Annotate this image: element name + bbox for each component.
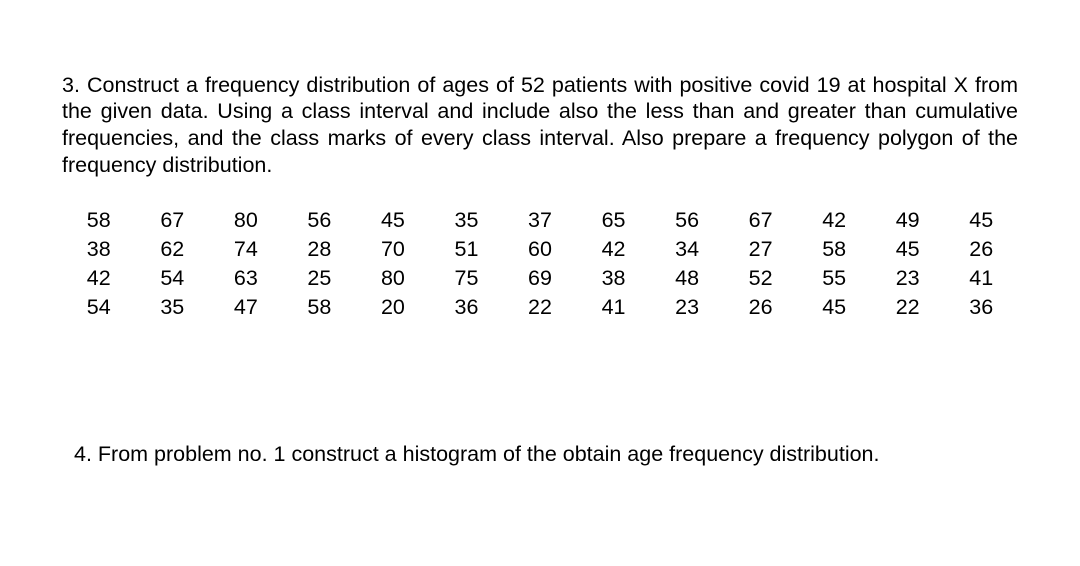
data-cell: 45: [797, 294, 871, 321]
data-cell: 62: [136, 236, 210, 263]
data-cell: 26: [944, 236, 1018, 263]
data-cell: 45: [944, 207, 1018, 234]
data-cell: 36: [944, 294, 1018, 321]
data-cell: 56: [650, 207, 724, 234]
data-cell: 52: [724, 265, 798, 292]
data-cell: 34: [650, 236, 724, 263]
data-cell: 26: [724, 294, 798, 321]
data-cell: 38: [577, 265, 651, 292]
data-cell: 45: [871, 236, 945, 263]
data-cell: 69: [503, 265, 577, 292]
data-cell: 37: [503, 207, 577, 234]
data-cell: 67: [136, 207, 210, 234]
data-cell: 20: [356, 294, 430, 321]
data-cell: 48: [650, 265, 724, 292]
data-cell: 42: [797, 207, 871, 234]
data-cell: 51: [430, 236, 504, 263]
data-cell: 22: [871, 294, 945, 321]
data-cell: 35: [136, 294, 210, 321]
data-cell: 58: [283, 294, 357, 321]
data-cell: 80: [356, 265, 430, 292]
data-cell: 28: [283, 236, 357, 263]
data-cell: 58: [62, 207, 136, 234]
data-cell: 41: [944, 265, 1018, 292]
data-table: 58 67 80 56 45 35 37 65 56 67 42 49 45 3…: [62, 207, 1018, 321]
data-cell: 54: [136, 265, 210, 292]
data-cell: 45: [356, 207, 430, 234]
data-cell: 55: [797, 265, 871, 292]
problem-4-text: 4. From problem no. 1 construct a histog…: [74, 441, 1018, 468]
data-cell: 58: [797, 236, 871, 263]
problem-3-text: 3. Construct a frequency distribution of…: [62, 72, 1018, 180]
data-cell: 38: [62, 236, 136, 263]
data-cell: 56: [283, 207, 357, 234]
data-cell: 70: [356, 236, 430, 263]
data-cell: 42: [577, 236, 651, 263]
data-cell: 75: [430, 265, 504, 292]
data-cell: 67: [724, 207, 798, 234]
data-cell: 35: [430, 207, 504, 234]
data-cell: 36: [430, 294, 504, 321]
data-cell: 25: [283, 265, 357, 292]
page: 3. Construct a frequency distribution of…: [0, 0, 1080, 467]
data-cell: 49: [871, 207, 945, 234]
data-cell: 65: [577, 207, 651, 234]
data-cell: 60: [503, 236, 577, 263]
data-cell: 23: [650, 294, 724, 321]
data-cell: 54: [62, 294, 136, 321]
data-cell: 41: [577, 294, 651, 321]
data-cell: 47: [209, 294, 283, 321]
data-cell: 63: [209, 265, 283, 292]
data-cell: 22: [503, 294, 577, 321]
data-cell: 23: [871, 265, 945, 292]
data-cell: 74: [209, 236, 283, 263]
data-cell: 42: [62, 265, 136, 292]
data-cell: 80: [209, 207, 283, 234]
data-cell: 27: [724, 236, 798, 263]
